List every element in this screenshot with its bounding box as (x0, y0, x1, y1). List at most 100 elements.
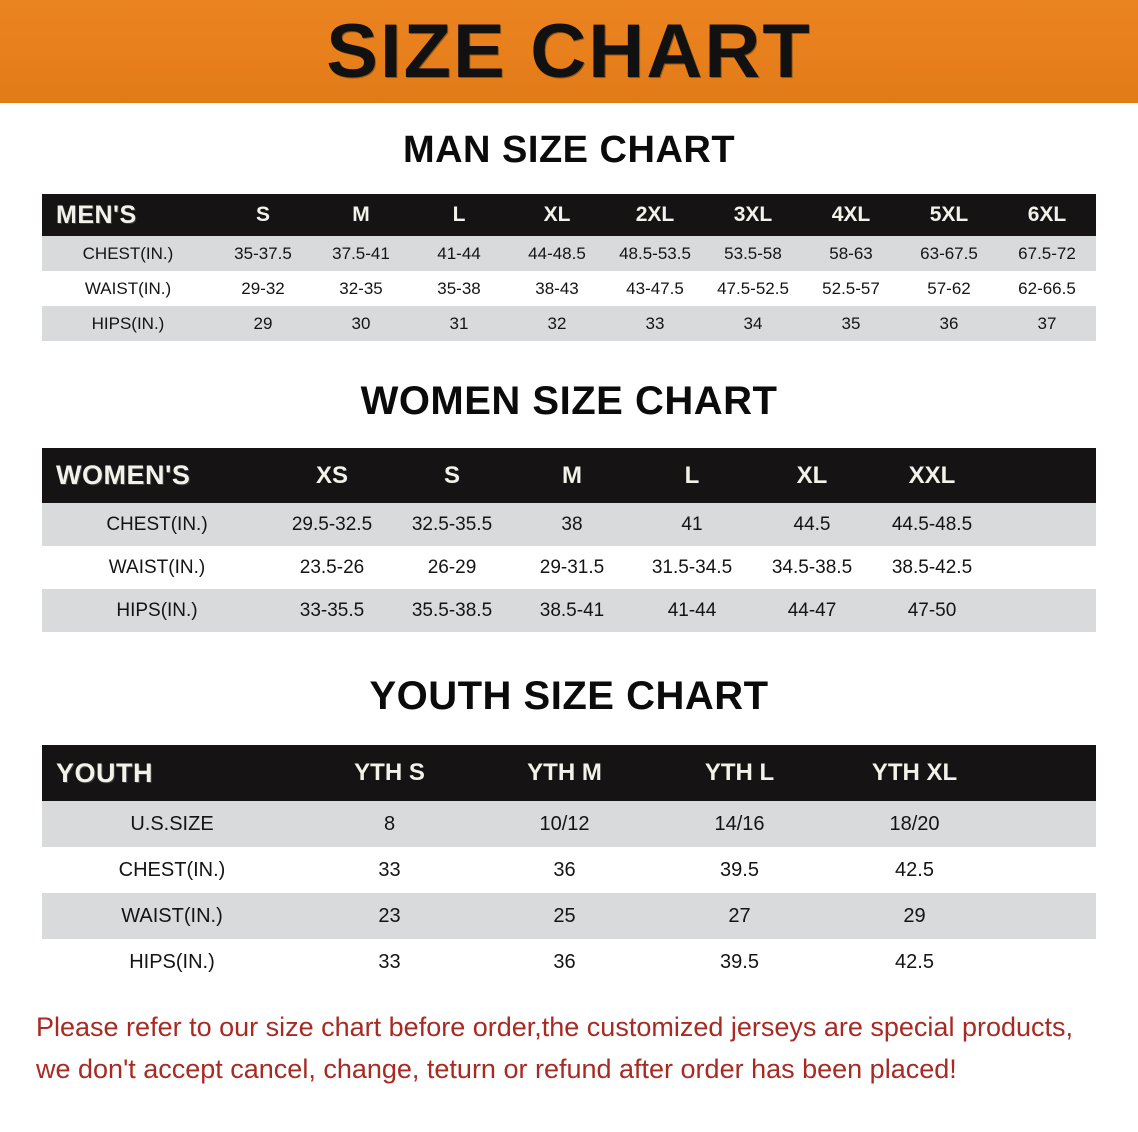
row-label: CHEST(IN.) (42, 503, 272, 546)
column-header: 5XL (929, 203, 969, 226)
cell: 25 (477, 893, 652, 939)
man-section-title: MAN SIZE CHART (402, 129, 736, 171)
table-row: U.S.SIZE 8 10/12 14/16 18/20 (42, 801, 1096, 847)
cell: 10/12 (477, 801, 652, 847)
cell: 38.5-42.5 (872, 546, 992, 589)
cell: 29-31.5 (512, 546, 632, 589)
youth-header-label: YOUTH (56, 757, 153, 788)
cell: 35-37.5 (214, 236, 312, 271)
column-header: S (255, 203, 270, 226)
column-header: M (562, 461, 582, 489)
row-label: WAIST(IN.) (42, 546, 272, 589)
row-label: HIPS(IN.) (42, 306, 214, 341)
cell: 42.5 (827, 847, 1002, 893)
cell: 29 (827, 893, 1002, 939)
cell: 23.5-26 (272, 546, 392, 589)
column-header: 4XL (831, 203, 871, 226)
cell: 44.5-48.5 (872, 503, 992, 546)
cell: 29-32 (214, 271, 312, 306)
table-row: WAIST(IN.) 23 25 27 29 (42, 893, 1096, 939)
cell: 18/20 (827, 801, 1002, 847)
cell: 36 (477, 939, 652, 985)
cell: 27 (652, 893, 827, 939)
cell: 32.5-35.5 (392, 503, 512, 546)
cell: 63-67.5 (900, 236, 998, 271)
cell-spacer (992, 546, 1096, 589)
cell: 33 (302, 847, 477, 893)
disclaimer-note: Please refer to our size chart before or… (36, 1007, 1102, 1091)
cell: 35-38 (410, 271, 508, 306)
cell: 23 (302, 893, 477, 939)
column-header-spacer (992, 448, 1096, 503)
cell: 47.5-52.5 (704, 271, 802, 306)
column-header: 6XL (1027, 203, 1067, 226)
banner: SIZE CHART (0, 0, 1138, 103)
column-header-spacer (1002, 745, 1096, 801)
row-label: HIPS(IN.) (42, 939, 302, 985)
table-header-row: WOMEN'S XS S M L XL XXL (42, 448, 1096, 503)
cell: 37 (998, 306, 1096, 341)
cell: 53.5-58 (704, 236, 802, 271)
cell: 38-43 (508, 271, 606, 306)
cell: 32-35 (312, 271, 410, 306)
cell: 31 (410, 306, 508, 341)
cell: 35 (802, 306, 900, 341)
cell: 41-44 (632, 589, 752, 632)
row-label: HIPS(IN.) (42, 589, 272, 632)
table-row: HIPS(IN.) 33 36 39.5 42.5 (42, 939, 1096, 985)
cell: 38.5-41 (512, 589, 632, 632)
column-header: YTH L (704, 759, 775, 786)
women-size-section: WOMEN SIZE CHART WOMEN'S XS S M L XL XXL… (0, 379, 1138, 632)
cell: 48.5-53.5 (606, 236, 704, 271)
column-header: XL (543, 203, 571, 226)
cell: 41-44 (410, 236, 508, 271)
men-header-label: MEN'S (56, 200, 137, 229)
disclaimer-line-2: we don't accept cancel, change, teturn o… (36, 1053, 957, 1084)
column-header: XS (315, 461, 348, 489)
cell: 8 (302, 801, 477, 847)
cell: 30 (312, 306, 410, 341)
cell: 44.5 (752, 503, 872, 546)
row-label: WAIST(IN.) (42, 893, 302, 939)
youth-size-section: YOUTH SIZE CHART YOUTH YTH S YTH M YTH L… (0, 674, 1138, 985)
cell: 57-62 (900, 271, 998, 306)
cell-spacer (1002, 801, 1096, 847)
table-row: CHEST(IN.) 35-37.5 37.5-41 41-44 44-48.5… (42, 236, 1096, 271)
column-header: YTH S (354, 759, 425, 786)
man-size-table: MEN'S S M L XL 2XL 3XL 4XL 5XL 6XL CHEST… (42, 194, 1096, 341)
row-label: CHEST(IN.) (42, 236, 214, 271)
cell: 29 (214, 306, 312, 341)
column-header: 2XL (635, 203, 675, 226)
cell: 47-50 (872, 589, 992, 632)
table-row: HIPS(IN.) 29 30 31 32 33 34 35 36 37 (42, 306, 1096, 341)
cell: 41 (632, 503, 752, 546)
cell: 36 (477, 847, 652, 893)
cell: 34.5-38.5 (752, 546, 872, 589)
cell: 32 (508, 306, 606, 341)
youth-section-title: YOUTH SIZE CHART (369, 674, 769, 718)
cell: 33 (606, 306, 704, 341)
cell: 37.5-41 (312, 236, 410, 271)
column-header: M (352, 203, 370, 226)
table-row: CHEST(IN.) 33 36 39.5 42.5 (42, 847, 1096, 893)
column-header: L (684, 461, 700, 489)
cell: 14/16 (652, 801, 827, 847)
cell: 44-47 (752, 589, 872, 632)
cell: 26-29 (392, 546, 512, 589)
cell: 33-35.5 (272, 589, 392, 632)
column-header: 3XL (733, 203, 773, 226)
cell-spacer (1002, 847, 1096, 893)
cell: 33 (302, 939, 477, 985)
cell: 67.5-72 (998, 236, 1096, 271)
women-section-title: WOMEN SIZE CHART (360, 379, 778, 423)
column-header: XL (796, 461, 828, 489)
column-header: L (452, 203, 466, 226)
table-row: CHEST(IN.) 29.5-32.5 32.5-35.5 38 41 44.… (42, 503, 1096, 546)
cell: 38 (512, 503, 632, 546)
table-row: WAIST(IN.) 29-32 32-35 35-38 38-43 43-47… (42, 271, 1096, 306)
table-header-row: MEN'S S M L XL 2XL 3XL 4XL 5XL 6XL (42, 194, 1096, 236)
disclaimer-line-1: Please refer to our size chart before or… (36, 1012, 1074, 1042)
man-size-section: MAN SIZE CHART MEN'S S M L XL 2XL 3XL 4X… (0, 129, 1138, 341)
cell-spacer (1002, 893, 1096, 939)
column-header: S (443, 461, 460, 489)
